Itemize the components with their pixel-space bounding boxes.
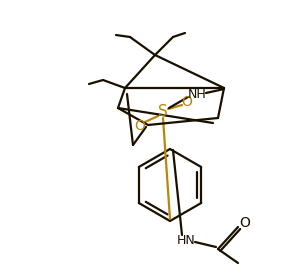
- Text: S: S: [158, 105, 168, 119]
- Text: O: O: [182, 95, 192, 109]
- Text: NH: NH: [188, 88, 206, 100]
- Text: O: O: [135, 119, 146, 133]
- Text: O: O: [240, 216, 250, 230]
- Text: HN: HN: [177, 234, 195, 247]
